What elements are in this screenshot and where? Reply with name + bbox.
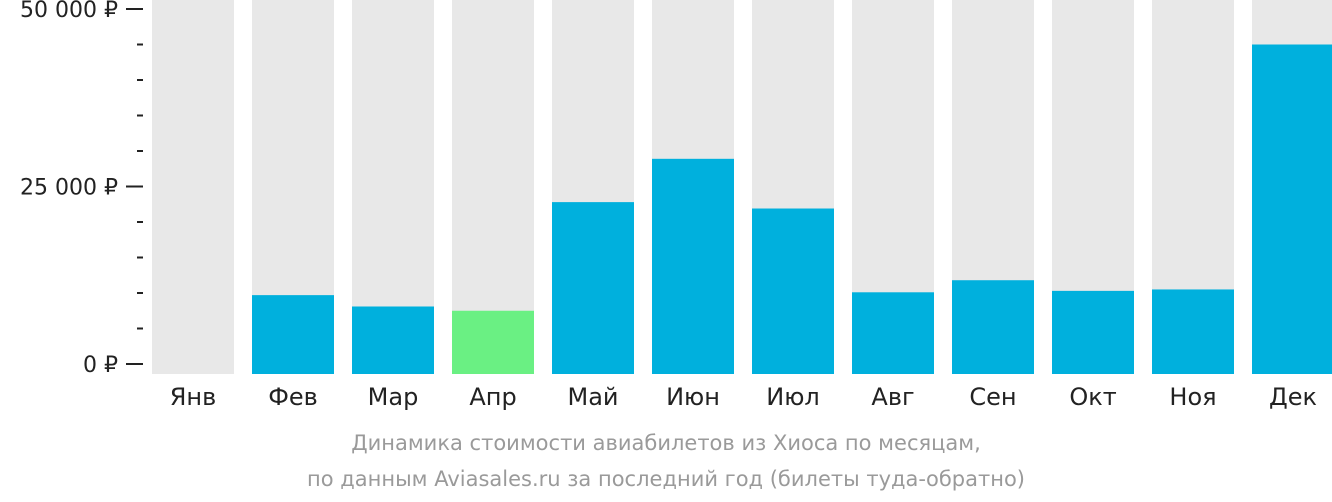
y-tick-label-1: 0 ₽ <box>83 353 118 378</box>
x-tick-label-7: Июл <box>766 383 820 411</box>
bar-5[interactable] <box>552 202 634 374</box>
price-bars <box>252 44 1332 375</box>
x-axis: Янв Фев Мар Апр Май Июн Июл Авг Сен Окт Ноя Дек <box>170 383 1317 411</box>
x-tick-label-3: Мар <box>368 383 419 411</box>
bar-8[interactable] <box>852 292 934 374</box>
bar-7[interactable] <box>752 208 834 374</box>
x-tick-label-6: Июн <box>666 383 720 411</box>
bar-10[interactable] <box>1052 290 1134 374</box>
bar-11[interactable] <box>1152 289 1234 374</box>
y-tick-label-2: 25 000 ₽ <box>20 176 118 201</box>
x-tick-label-11: Ноя <box>1169 383 1216 411</box>
x-tick-label-10: Окт <box>1069 383 1116 411</box>
bar-9[interactable] <box>952 280 1034 374</box>
x-tick-label-2: Фев <box>268 383 318 411</box>
bar-4[interactable] <box>452 310 534 374</box>
chart-caption-line-2: по данным Aviasales.ru за последний год … <box>307 467 1025 491</box>
x-tick-label-9: Сен <box>969 383 1016 411</box>
bar-2[interactable] <box>252 295 334 374</box>
x-tick-label-8: Авг <box>871 383 914 411</box>
chart-caption-line-1: Динамика стоимости авиабилетов из Хиоса … <box>351 431 981 455</box>
bar-3[interactable] <box>352 306 434 374</box>
x-tick-label-5: Май <box>567 383 618 411</box>
x-tick-label-1: Янв <box>170 383 217 411</box>
y-tick-label-3: 50 000 ₽ <box>20 0 118 23</box>
bar-12[interactable] <box>1252 44 1332 375</box>
x-tick-label-12: Дек <box>1269 383 1317 411</box>
background-column-1 <box>152 0 234 374</box>
bar-6[interactable] <box>652 158 734 374</box>
price-bar-chart: 0 ₽ 25 000 ₽ 50 000 ₽ Янв Фев Мар Апр Май Июн Ию… <box>20 0 1332 411</box>
x-tick-label-4: Апр <box>469 383 516 411</box>
y-axis: 0 ₽ 25 000 ₽ 50 000 ₽ <box>20 0 143 378</box>
